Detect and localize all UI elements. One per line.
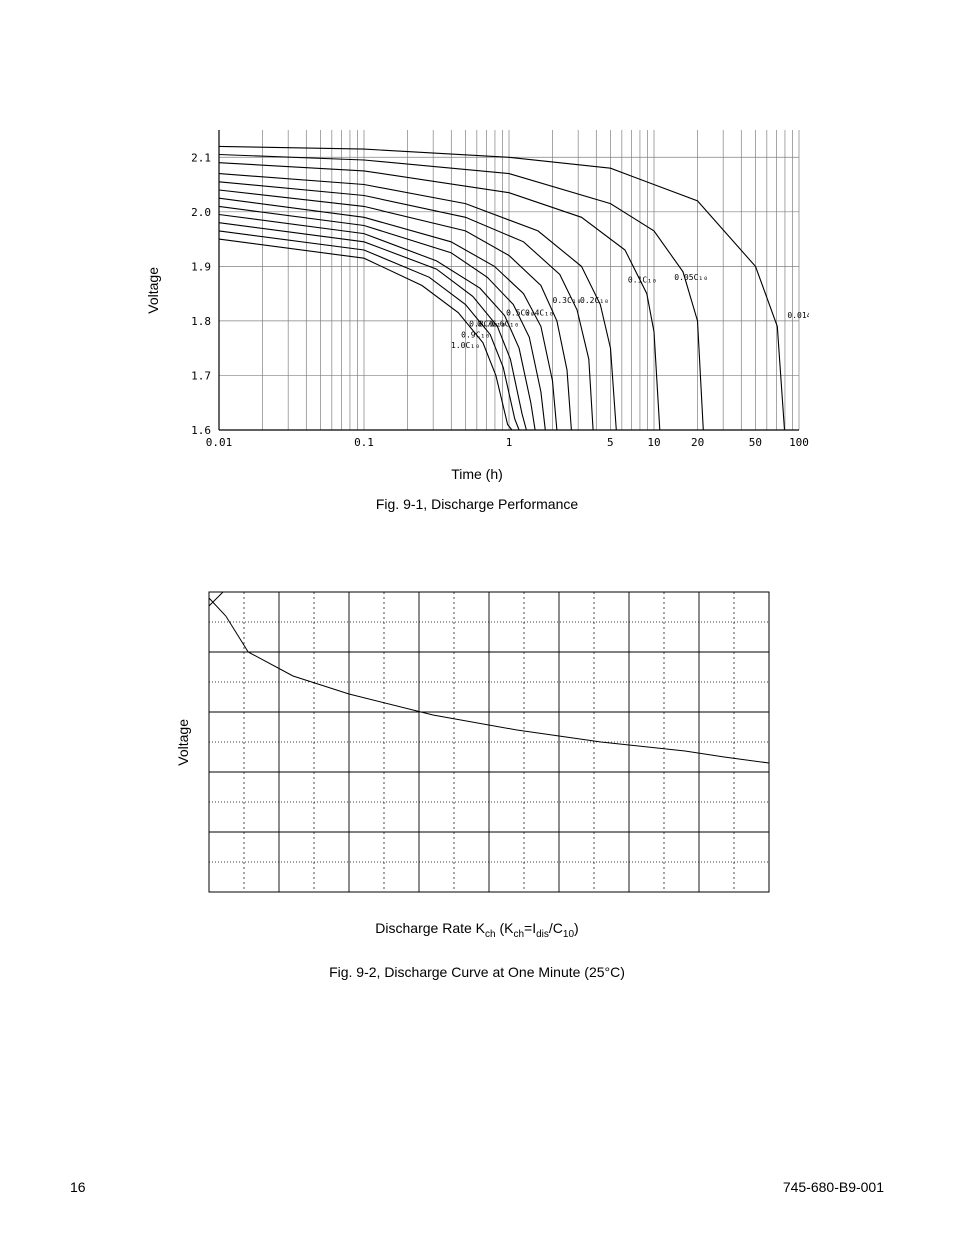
svg-text:1.0C₁₀: 1.0C₁₀ — [451, 341, 480, 350]
fig2-ylabel: Voltage — [175, 719, 191, 766]
svg-text:5: 5 — [607, 436, 614, 449]
fig2-chart — [199, 582, 779, 902]
svg-text:20: 20 — [691, 436, 704, 449]
svg-text:1.9: 1.9 — [191, 260, 211, 273]
svg-text:0.2C₁₀: 0.2C₁₀ — [580, 296, 609, 305]
svg-text:1: 1 — [506, 436, 513, 449]
svg-text:0.05C₁₀: 0.05C₁₀ — [674, 273, 708, 282]
svg-text:0.5C₁₀: 0.5C₁₀ — [506, 308, 535, 317]
fig2-caption: Fig. 9-2, Discharge Curve at One Minute … — [329, 964, 625, 980]
fig2-xlabel: Discharge Rate Kch (Kch=Idis/C10) — [375, 920, 578, 940]
svg-text:2.1: 2.1 — [191, 151, 211, 164]
svg-text:0.1C₁₀: 0.1C₁₀ — [628, 276, 657, 285]
svg-text:0.014C₁₀: 0.014C₁₀ — [787, 311, 809, 320]
svg-text:0.01: 0.01 — [206, 436, 233, 449]
fig1-chart: 1.61.71.81.92.02.10.010.1110051020500.01… — [169, 120, 809, 460]
fig1-caption: Fig. 9-1, Discharge Performance — [376, 496, 578, 512]
svg-text:50: 50 — [749, 436, 762, 449]
svg-text:1.7: 1.7 — [191, 369, 211, 382]
svg-text:0.9C₁₀: 0.9C₁₀ — [461, 330, 490, 339]
doc-number: 745-680-B9-001 — [783, 1179, 884, 1195]
fig1-ylabel: Voltage — [145, 267, 161, 314]
page-number: 16 — [70, 1179, 86, 1195]
svg-text:0.1: 0.1 — [354, 436, 374, 449]
svg-text:100: 100 — [789, 436, 809, 449]
svg-text:2.0: 2.0 — [191, 206, 211, 219]
svg-text:10: 10 — [647, 436, 660, 449]
svg-text:0.3C₁₀: 0.3C₁₀ — [553, 296, 582, 305]
fig1-xlabel: Time (h) — [451, 466, 503, 482]
svg-text:1.8: 1.8 — [191, 315, 211, 328]
